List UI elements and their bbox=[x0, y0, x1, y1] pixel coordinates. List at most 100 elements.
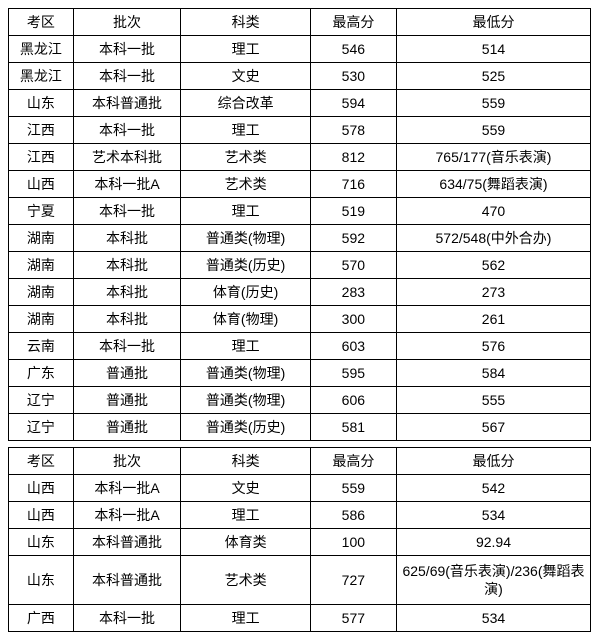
table-cell: 470 bbox=[396, 198, 590, 225]
table-row: 湖南本科批普通类(历史)570562 bbox=[9, 252, 591, 279]
col-header-category: 科类 bbox=[181, 448, 310, 475]
table-cell: 本科一批A bbox=[73, 171, 181, 198]
table-cell: 716 bbox=[310, 171, 396, 198]
table-cell: 300 bbox=[310, 306, 396, 333]
table-cell: 理工 bbox=[181, 36, 310, 63]
table-cell: 634/75(舞蹈表演) bbox=[396, 171, 590, 198]
table-row: 江西艺术本科批艺术类812765/177(音乐表演) bbox=[9, 144, 591, 171]
table-cell: 592 bbox=[310, 225, 396, 252]
col-header-region: 考区 bbox=[9, 448, 74, 475]
table-row: 黑龙江本科一批理工546514 bbox=[9, 36, 591, 63]
table-cell: 92.94 bbox=[396, 529, 590, 556]
col-header-high: 最高分 bbox=[310, 448, 396, 475]
table-cell: 559 bbox=[310, 475, 396, 502]
table-cell: 606 bbox=[310, 387, 396, 414]
table-cell: 578 bbox=[310, 117, 396, 144]
table-row: 辽宁普通批普通类(物理)606555 bbox=[9, 387, 591, 414]
table-row: 山西本科一批A艺术类716634/75(舞蹈表演) bbox=[9, 171, 591, 198]
table-cell: 普通批 bbox=[73, 414, 181, 441]
table-cell: 273 bbox=[396, 279, 590, 306]
table-cell: 本科批 bbox=[73, 279, 181, 306]
table-cell: 体育类 bbox=[181, 529, 310, 556]
table-cell: 本科一批 bbox=[73, 333, 181, 360]
col-header-low: 最低分 bbox=[396, 9, 590, 36]
table-cell: 812 bbox=[310, 144, 396, 171]
table-cell: 567 bbox=[396, 414, 590, 441]
table-cell: 宁夏 bbox=[9, 198, 74, 225]
table-cell: 山东 bbox=[9, 529, 74, 556]
table-cell: 514 bbox=[396, 36, 590, 63]
table-cell: 586 bbox=[310, 502, 396, 529]
table-cell: 艺术类 bbox=[181, 556, 310, 605]
table-cell: 283 bbox=[310, 279, 396, 306]
table-cell: 572/548(中外合办) bbox=[396, 225, 590, 252]
table-cell: 本科一批 bbox=[73, 63, 181, 90]
table-row: 山西本科一批A文史559542 bbox=[9, 475, 591, 502]
table-row: 广东普通批普通类(物理)595584 bbox=[9, 360, 591, 387]
table-cell: 黑龙江 bbox=[9, 63, 74, 90]
table-cell: 普通批 bbox=[73, 360, 181, 387]
table-body-1: 黑龙江本科一批理工546514黑龙江本科一批文史530525山东本科普通批综合改… bbox=[9, 36, 591, 441]
table-cell: 100 bbox=[310, 529, 396, 556]
col-header-region: 考区 bbox=[9, 9, 74, 36]
col-header-batch: 批次 bbox=[73, 448, 181, 475]
table-cell: 534 bbox=[396, 605, 590, 632]
table-cell: 综合改革 bbox=[181, 90, 310, 117]
table-cell: 辽宁 bbox=[9, 414, 74, 441]
col-header-high: 最高分 bbox=[310, 9, 396, 36]
table-cell: 727 bbox=[310, 556, 396, 605]
table-cell: 530 bbox=[310, 63, 396, 90]
table-cell: 603 bbox=[310, 333, 396, 360]
table-cell: 山西 bbox=[9, 171, 74, 198]
admission-scores-table-2: 考区 批次 科类 最高分 最低分 山西本科一批A文史559542山西本科一批A理… bbox=[8, 447, 591, 632]
table-cell: 艺术类 bbox=[181, 171, 310, 198]
table-row: 山东本科普通批体育类10092.94 bbox=[9, 529, 591, 556]
table-cell: 艺术类 bbox=[181, 144, 310, 171]
table-cell: 本科一批 bbox=[73, 36, 181, 63]
table-cell: 261 bbox=[396, 306, 590, 333]
table-cell: 534 bbox=[396, 502, 590, 529]
table-header-row: 考区 批次 科类 最高分 最低分 bbox=[9, 9, 591, 36]
table-body-2: 山西本科一批A文史559542山西本科一批A理工586534山东本科普通批体育类… bbox=[9, 475, 591, 632]
table-cell: 山西 bbox=[9, 502, 74, 529]
table-row: 湖南本科批体育(历史)283273 bbox=[9, 279, 591, 306]
table-cell: 理工 bbox=[181, 117, 310, 144]
table-row: 山东本科普通批综合改革594559 bbox=[9, 90, 591, 117]
table-cell: 云南 bbox=[9, 333, 74, 360]
col-header-low: 最低分 bbox=[396, 448, 590, 475]
table-cell: 体育(历史) bbox=[181, 279, 310, 306]
table-row: 宁夏本科一批理工519470 bbox=[9, 198, 591, 225]
table-row: 江西本科一批理工578559 bbox=[9, 117, 591, 144]
table-cell: 584 bbox=[396, 360, 590, 387]
table-cell: 本科批 bbox=[73, 306, 181, 333]
table-cell: 普通类(物理) bbox=[181, 225, 310, 252]
table-cell: 525 bbox=[396, 63, 590, 90]
table-cell: 文史 bbox=[181, 63, 310, 90]
table-row: 云南本科一批理工603576 bbox=[9, 333, 591, 360]
table-cell: 562 bbox=[396, 252, 590, 279]
table-cell: 普通类(物理) bbox=[181, 387, 310, 414]
table-cell: 本科普通批 bbox=[73, 556, 181, 605]
table-cell: 576 bbox=[396, 333, 590, 360]
admission-scores-table-1: 考区 批次 科类 最高分 最低分 黑龙江本科一批理工546514黑龙江本科一批文… bbox=[8, 8, 591, 441]
table-cell: 本科一批 bbox=[73, 117, 181, 144]
col-header-category: 科类 bbox=[181, 9, 310, 36]
table-cell: 765/177(音乐表演) bbox=[396, 144, 590, 171]
table-cell: 艺术本科批 bbox=[73, 144, 181, 171]
table-cell: 黑龙江 bbox=[9, 36, 74, 63]
table-cell: 本科一批 bbox=[73, 605, 181, 632]
table-cell: 湖南 bbox=[9, 279, 74, 306]
table-cell: 理工 bbox=[181, 198, 310, 225]
table-cell: 江西 bbox=[9, 144, 74, 171]
table-cell: 理工 bbox=[181, 502, 310, 529]
table-cell: 理工 bbox=[181, 605, 310, 632]
table-cell: 本科一批A bbox=[73, 502, 181, 529]
table-cell: 普通类(历史) bbox=[181, 414, 310, 441]
table-cell: 湖南 bbox=[9, 306, 74, 333]
table-row: 山西本科一批A理工586534 bbox=[9, 502, 591, 529]
table-row: 湖南本科批体育(物理)300261 bbox=[9, 306, 591, 333]
table-row: 山东本科普通批艺术类727625/69(音乐表演)/236(舞蹈表演) bbox=[9, 556, 591, 605]
table-cell: 普通类(物理) bbox=[181, 360, 310, 387]
table-header-row: 考区 批次 科类 最高分 最低分 bbox=[9, 448, 591, 475]
table-cell: 山东 bbox=[9, 556, 74, 605]
